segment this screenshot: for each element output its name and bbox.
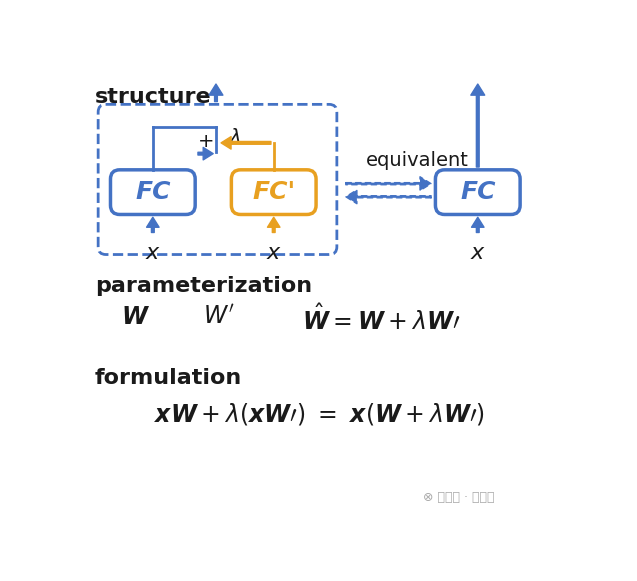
Text: structure: structure	[95, 87, 211, 107]
Text: $x$: $x$	[145, 243, 161, 263]
Text: $x$: $x$	[470, 243, 486, 263]
Text: $\lambda$: $\lambda$	[229, 128, 241, 147]
Text: $\hat{\boldsymbol{W}} = \boldsymbol{W} + \lambda\boldsymbol{W\prime}$: $\hat{\boldsymbol{W}} = \boldsymbol{W} +…	[303, 304, 461, 335]
FancyArrowPatch shape	[221, 137, 271, 149]
FancyArrowPatch shape	[209, 84, 223, 102]
Text: $x$: $x$	[266, 243, 282, 263]
Text: $\boldsymbol{W'}$: $\boldsymbol{W'}$	[203, 304, 234, 329]
Text: FC: FC	[135, 180, 171, 204]
Text: $\boldsymbol{x}\boldsymbol{W} + \lambda(\boldsymbol{x}\boldsymbol{W\prime})\ =\ : $\boldsymbol{x}\boldsymbol{W} + \lambda(…	[154, 401, 485, 427]
FancyArrowPatch shape	[471, 84, 485, 167]
FancyBboxPatch shape	[110, 170, 195, 214]
Text: $\boldsymbol{W}$: $\boldsymbol{W}$	[120, 304, 150, 329]
Text: +: +	[197, 132, 214, 151]
FancyArrowPatch shape	[198, 148, 213, 160]
FancyArrowPatch shape	[346, 190, 431, 204]
FancyArrowPatch shape	[268, 217, 280, 232]
Text: ⊗ 公众号 · 量子位: ⊗ 公众号 · 量子位	[423, 490, 494, 504]
Text: parameterization: parameterization	[95, 276, 312, 296]
Text: FC: FC	[460, 180, 496, 204]
FancyBboxPatch shape	[436, 170, 520, 214]
Text: formulation: formulation	[95, 368, 242, 389]
FancyArrowPatch shape	[471, 217, 484, 232]
FancyBboxPatch shape	[231, 170, 316, 214]
Text: FC': FC'	[252, 180, 296, 204]
Text: equivalent: equivalent	[366, 151, 469, 170]
FancyArrowPatch shape	[346, 177, 431, 191]
FancyArrowPatch shape	[147, 217, 159, 232]
